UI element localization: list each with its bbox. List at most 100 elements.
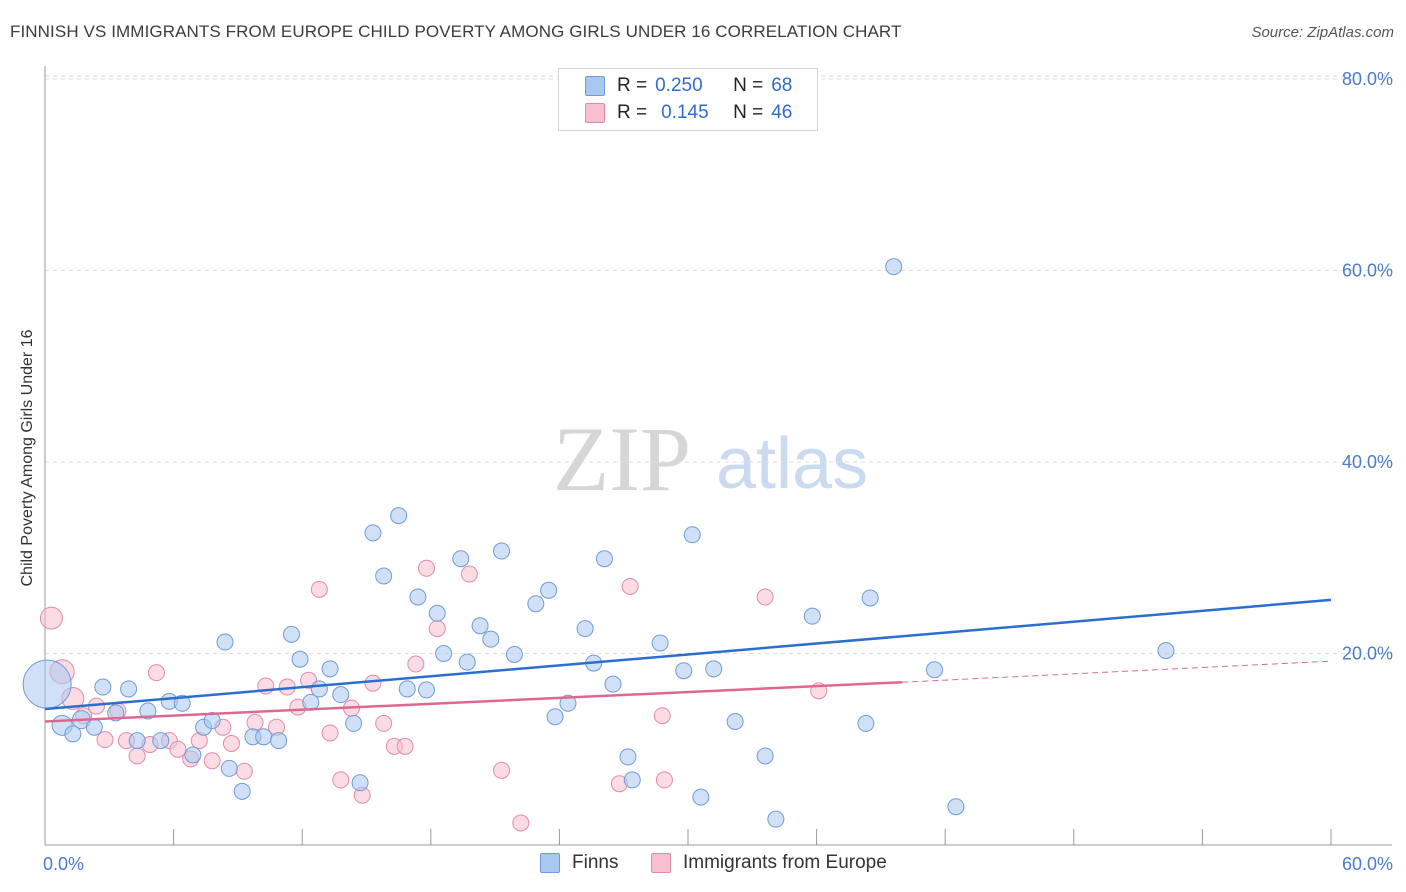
- legend-row-finns: R = 0.250 N = 68: [585, 74, 792, 98]
- finns-point: [120, 680, 138, 698]
- axes: [44, 66, 1392, 846]
- finns-point: [683, 526, 701, 544]
- watermark-atlas: atlas: [716, 424, 868, 504]
- finns-point: [173, 694, 191, 712]
- finns-point: [458, 653, 476, 671]
- watermark-zip: ZIP: [553, 408, 691, 510]
- finns-point: [540, 581, 558, 599]
- finns-point: [139, 702, 157, 720]
- finns-point: [576, 620, 594, 638]
- immigrants-legend-swatch: [651, 853, 671, 873]
- finns-legend-swatch: [540, 853, 560, 873]
- immigrants-point: [653, 707, 671, 725]
- finns-point: [291, 650, 309, 668]
- immigrants-point: [169, 740, 187, 758]
- finns-point: [435, 645, 453, 662]
- finns-point: [726, 712, 744, 730]
- finns-point: [184, 746, 202, 764]
- immigrants-point: [512, 814, 530, 832]
- finns-point: [595, 550, 613, 568]
- finns-point: [85, 718, 103, 736]
- immigrants-point: [246, 713, 264, 731]
- immigrants-points: [39, 559, 828, 832]
- y-tick-label: 40.0%: [1342, 452, 1393, 472]
- finns-point: [559, 694, 577, 712]
- finns-point: [885, 258, 903, 276]
- finns-point: [925, 661, 943, 679]
- finns-point: [332, 686, 350, 704]
- finns-swatch: [585, 76, 605, 96]
- immigrants-point: [310, 580, 328, 598]
- source-label: Source: ZipAtlas.com: [1251, 24, 1394, 41]
- correlation-legend: R = 0.250 N = 68 R = 0.145 N = 46: [558, 68, 818, 131]
- x-tick-label-max: 60.0%: [1342, 854, 1393, 874]
- immigrants-point: [655, 771, 673, 789]
- finns-point: [705, 660, 723, 678]
- immigrants-r-value: 0.145: [661, 102, 709, 123]
- x-tick-label-min: 0.0%: [43, 854, 84, 874]
- finns-trend-line: [44, 598, 1332, 711]
- finns-point: [375, 567, 393, 585]
- finns-r-label: R =: [617, 75, 648, 96]
- finns-n-label: N =: [733, 75, 764, 96]
- finns-point: [546, 708, 564, 726]
- y-tick-label: 80.0%: [1342, 69, 1393, 89]
- immigrants-point: [96, 731, 114, 749]
- legend-item-finns[interactable]: Finns: [540, 852, 618, 874]
- finns-point: [220, 759, 238, 777]
- chart-title: FINNISH VS IMMIGRANTS FROM EUROPE CHILD …: [10, 22, 902, 41]
- finns-point: [767, 810, 785, 828]
- finns-point: [364, 524, 382, 542]
- finns-point: [756, 747, 774, 765]
- finns-point: [623, 771, 641, 789]
- legend-item-immigrants[interactable]: Immigrants from Europe: [651, 852, 887, 874]
- finns-point: [452, 550, 470, 568]
- immigrants-point: [418, 559, 436, 577]
- finns-point: [428, 604, 446, 622]
- legend-row-immigrants: R = 0.145 N = 46: [585, 101, 792, 125]
- finns-point: [692, 788, 710, 806]
- finns-point: [418, 681, 436, 699]
- immigrants-point: [128, 747, 146, 765]
- finns-point: [471, 617, 489, 635]
- immigrants-point: [332, 771, 350, 789]
- finns-point: [675, 662, 693, 680]
- y-tick-label: 20.0%: [1342, 644, 1393, 664]
- immigrants-point: [321, 724, 339, 742]
- finns-point: [493, 542, 511, 560]
- immigrants-point: [235, 762, 253, 780]
- finns-point: [398, 680, 416, 698]
- finns-point: [64, 725, 82, 743]
- finns-point: [409, 588, 427, 606]
- immigrants-n-label: N =: [733, 102, 764, 123]
- immigrants-point: [222, 735, 240, 753]
- immigrants-point: [39, 606, 63, 630]
- immigrants-point: [756, 588, 774, 606]
- finns-point: [390, 507, 408, 525]
- finns-point: [321, 660, 339, 678]
- finns-point: [128, 732, 146, 750]
- finns-point: [857, 714, 875, 732]
- finns-point: [310, 680, 328, 698]
- immigrants-point: [407, 655, 425, 673]
- finns-point: [270, 732, 288, 750]
- finns-point: [152, 732, 170, 750]
- immigrants-point: [621, 577, 639, 595]
- finns-point: [651, 634, 669, 652]
- immigrants-trend-extension: [902, 660, 1332, 683]
- finns-point: [216, 633, 234, 651]
- immigrants-n-value: 46: [771, 102, 793, 123]
- finns-point: [203, 712, 221, 730]
- finns-point: [1157, 642, 1175, 660]
- immigrants-point: [203, 752, 221, 770]
- y-tick-label: 60.0%: [1342, 261, 1393, 281]
- finns-r-value: 0.250: [655, 75, 703, 96]
- immigrants-point: [396, 737, 414, 755]
- gridlines: [45, 75, 1392, 654]
- finns-point: [482, 630, 500, 648]
- finns-point: [94, 678, 112, 696]
- finns-point: [255, 728, 273, 746]
- immigrants-point: [428, 620, 446, 638]
- finns-point: [22, 659, 72, 709]
